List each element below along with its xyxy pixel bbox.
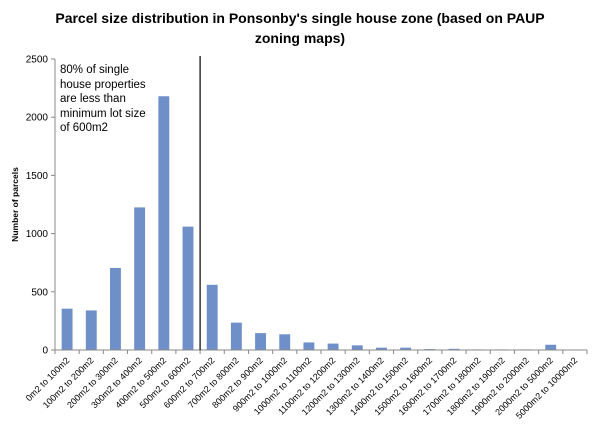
bar [400, 347, 412, 350]
bars [61, 96, 557, 350]
bar [158, 96, 170, 350]
bar [351, 345, 363, 350]
annotation-text: 80% of single house properties are less … [60, 64, 146, 134]
bar [206, 284, 218, 350]
y-tick-label: 1000 [26, 229, 49, 240]
bar [448, 348, 460, 350]
bar [182, 226, 194, 350]
bar [545, 344, 557, 350]
bar [85, 310, 97, 350]
y-axis: 0 500 1000 1500 2000 2500 [26, 55, 56, 357]
bar [279, 334, 291, 350]
bar [61, 308, 73, 350]
y-tick-label: 2000 [26, 113, 49, 124]
bar [134, 207, 146, 350]
bar [230, 322, 242, 350]
y-tick-label: 500 [31, 287, 48, 298]
bar [255, 333, 266, 350]
bar [376, 347, 387, 350]
bar [327, 343, 339, 350]
y-tick-label: 0 [42, 346, 48, 357]
chart-title: Parcel size distribution in Ponsonby's s… [55, 10, 545, 46]
y-tick-label: 1500 [26, 171, 49, 182]
bar [303, 342, 315, 350]
y-tick-label: 2500 [26, 55, 49, 66]
bar [110, 267, 121, 350]
y-axis-label: Number of parcels [10, 167, 20, 242]
